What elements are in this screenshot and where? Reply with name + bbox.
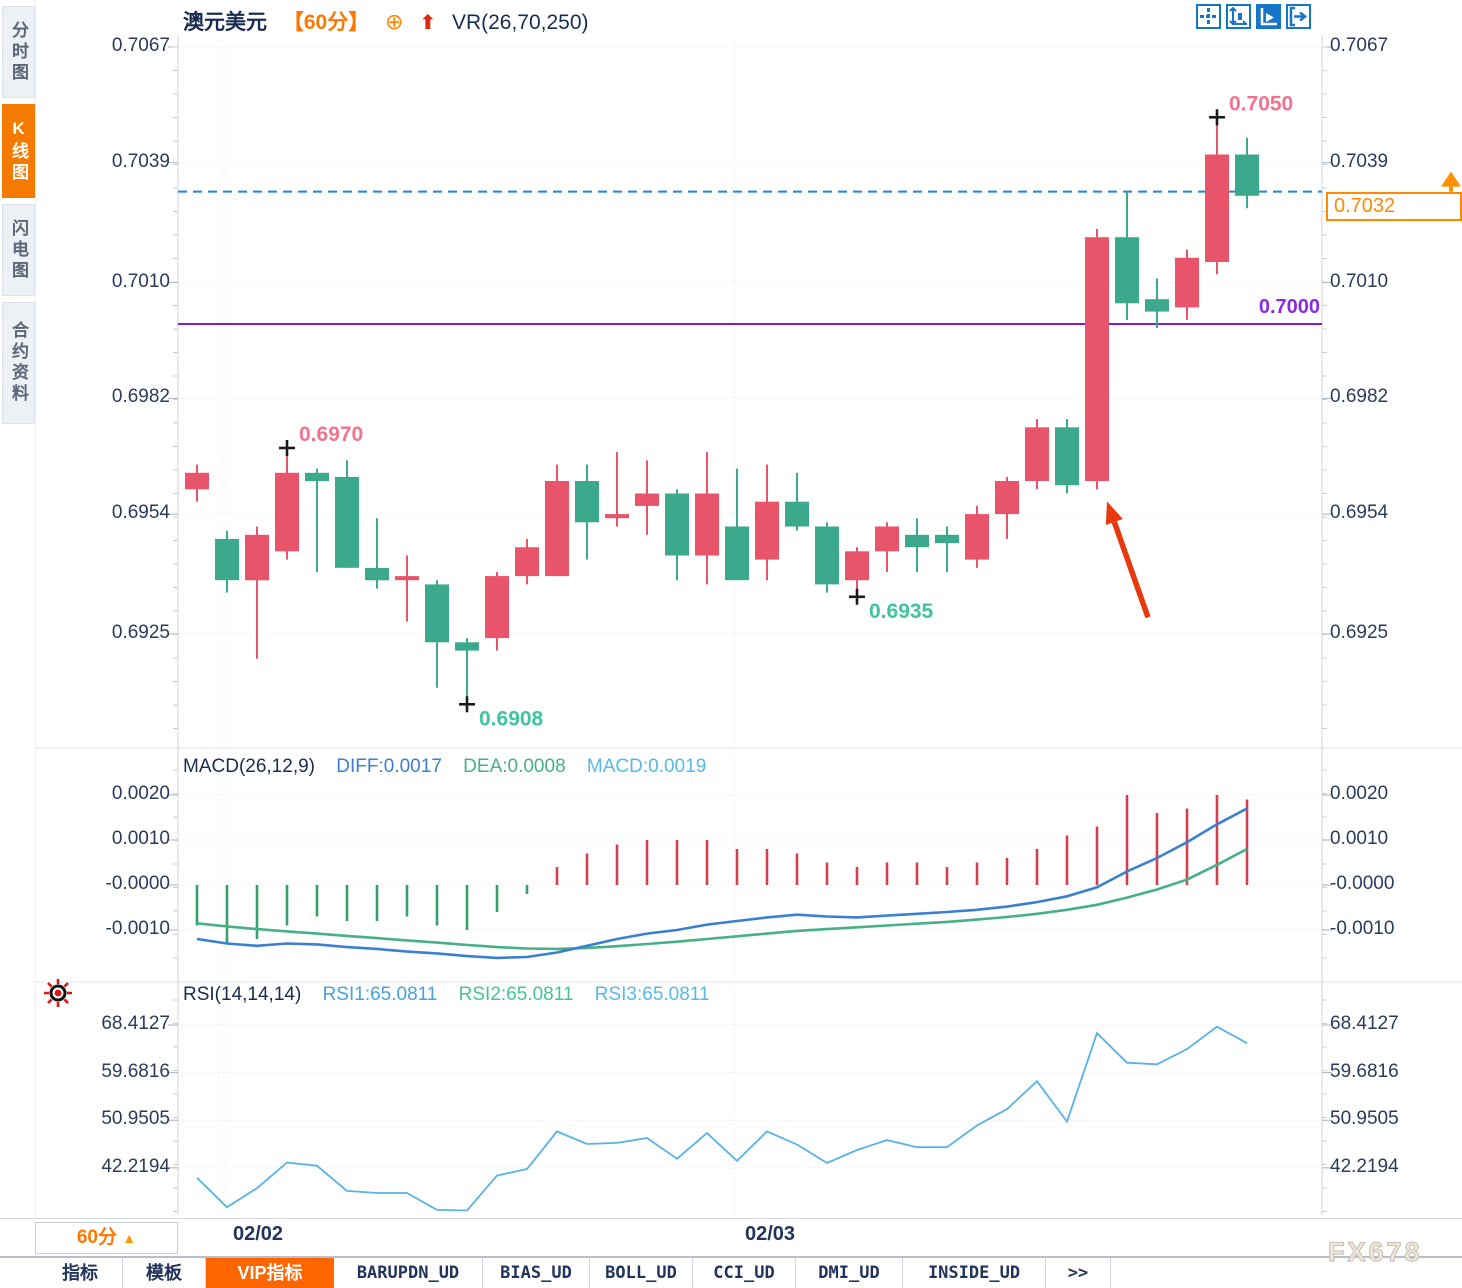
- y-axis-label: 0.6954: [111, 502, 170, 524]
- macd-diff-value: DIFF:0.0017: [336, 756, 442, 777]
- tab-barupdn-ud[interactable]: BARUPDN_UD: [334, 1258, 483, 1288]
- macd-params[interactable]: MACD(26,12,9): [183, 756, 315, 777]
- tab-dmi-ud[interactable]: DMI_UD: [796, 1258, 903, 1288]
- crosshair-icon[interactable]: [1196, 4, 1221, 29]
- y-axis-label: 0.7039: [1330, 150, 1389, 172]
- period-selector-button[interactable]: 60分 ▲: [35, 1222, 178, 1254]
- vr-indicator-label[interactable]: VR(26,70,250): [451, 11, 589, 34]
- tab-boll-ud[interactable]: BOLL_UD: [590, 1258, 693, 1288]
- y-axis-label: 50.9505: [101, 1108, 170, 1130]
- svg-text:0.6908: 0.6908: [479, 707, 544, 730]
- sidebar-item-1[interactable]: 分时图: [2, 6, 35, 98]
- date-label-0203: 02/03: [744, 1223, 796, 1245]
- y-axis-label: 68.4127: [101, 1013, 170, 1034]
- y-axis-label: -0.0000: [105, 873, 170, 894]
- y-axis-label: 68.4127: [1330, 1013, 1399, 1034]
- symbol-title: 澳元美元: [183, 11, 267, 34]
- svg-text:0.6935: 0.6935: [869, 600, 934, 623]
- y-axis-label: 0.6954: [1330, 502, 1389, 524]
- watermark: FX678: [1327, 1236, 1423, 1267]
- time-axis-row: 60分 ▲ 02/02 02/03: [0, 1218, 1462, 1257]
- rsi-pane-header: RSI(14,14,14) RSI1:65.0811 RSI2:65.0811 …: [183, 984, 726, 1006]
- add-overlay-icon[interactable]: ⊕: [385, 9, 404, 34]
- sidebar-item-3[interactable]: 闪电图: [2, 204, 35, 296]
- tab-vip指标[interactable]: VIP指标: [206, 1258, 334, 1288]
- y-axis-label: 42.2194: [101, 1155, 170, 1177]
- date-label-0202: 02/02: [232, 1223, 284, 1245]
- tab-bias-ud[interactable]: BIAS_UD: [483, 1258, 590, 1288]
- chart-toolbar: [1196, 4, 1311, 29]
- rsi1-value: RSI1:65.0811: [322, 984, 438, 1005]
- rsi2-value: RSI2:65.0811: [458, 984, 574, 1005]
- y-axis-label: 0.6982: [111, 386, 170, 408]
- y-axis-label: 0.0010: [111, 828, 170, 849]
- rsi-params[interactable]: RSI(14,14,14): [183, 984, 302, 1005]
- tab-cci-ud[interactable]: CCI_UD: [693, 1258, 796, 1288]
- y-axis-label: 59.6816: [101, 1060, 170, 1082]
- y-axis-label: 0.0020: [1330, 783, 1389, 804]
- y-axis-label: -0.0010: [105, 918, 170, 939]
- trend-up-icon: ⬆: [419, 12, 437, 34]
- axis-range-icon[interactable]: [1226, 4, 1251, 29]
- sidebar-item-4[interactable]: 合约资料: [2, 302, 35, 424]
- rsi3-value: RSI3:65.0811: [594, 984, 710, 1005]
- tab--[interactable]: >>: [1046, 1258, 1111, 1288]
- round-level-label: 0.7000: [1258, 296, 1320, 318]
- y-axis-label: 50.9505: [1330, 1108, 1399, 1130]
- tab-模板[interactable]: 模板: [123, 1258, 206, 1288]
- hot-indicator-icon[interactable]: [42, 977, 74, 1009]
- y-axis-label: 59.6816: [1330, 1060, 1399, 1082]
- period-label[interactable]: 【60分】: [282, 11, 370, 34]
- y-axis-label: 0.7067: [111, 35, 170, 56]
- y-axis-label: 0.6925: [1330, 621, 1389, 643]
- chart-header: 澳元美元 【60分】 ⊕ ⬆ VR(26,70,250): [183, 6, 599, 34]
- auto-scale-icon[interactable]: [1256, 4, 1281, 29]
- period-selector-label: 60分: [76, 1227, 117, 1248]
- y-axis-label: 0.7067: [1330, 35, 1389, 56]
- tab-指标[interactable]: 指标: [38, 1258, 123, 1288]
- y-axis-label: 0.6982: [1330, 386, 1389, 408]
- macd-pane-header: MACD(26,12,9) DIFF:0.0017 DEA:0.0008 MAC…: [183, 756, 722, 778]
- chart-type-sidebar: 分时图 K线图闪电图合约资料: [0, 0, 36, 1288]
- current-price-tag: 0.7032: [1326, 192, 1462, 221]
- y-axis-label: 0.7039: [111, 150, 170, 172]
- y-axis-label: 42.2194: [1330, 1155, 1399, 1177]
- indicator-tab-bar: 指标 模板 VIP指标 BARUPDN_UD BIAS_UD BOLL_UD CCI_UD D…: [0, 1256, 1462, 1288]
- tab-inside-ud[interactable]: INSIDE_UD: [903, 1258, 1046, 1288]
- y-axis-label: 0.7010: [111, 270, 170, 292]
- macd-dea-value: DEA:0.0008: [463, 756, 566, 777]
- pan-right-icon[interactable]: [1286, 4, 1311, 29]
- y-axis-label: 0.0020: [111, 783, 170, 804]
- y-axis-label: -0.0000: [1330, 873, 1395, 894]
- y-axis-label: 0.7010: [1330, 270, 1389, 292]
- macd-hist-value: MACD:0.0019: [586, 756, 707, 777]
- sidebar-item-2[interactable]: K线图: [2, 104, 35, 198]
- period-up-arrow-icon: ▲: [122, 1230, 137, 1246]
- y-axis-label: -0.0010: [1330, 918, 1395, 939]
- y-axis-label: 0.6925: [111, 621, 170, 643]
- svg-text:0.6970: 0.6970: [299, 423, 363, 446]
- svg-text:0.7050: 0.7050: [1229, 92, 1293, 115]
- y-axis-label: 0.0010: [1330, 828, 1389, 849]
